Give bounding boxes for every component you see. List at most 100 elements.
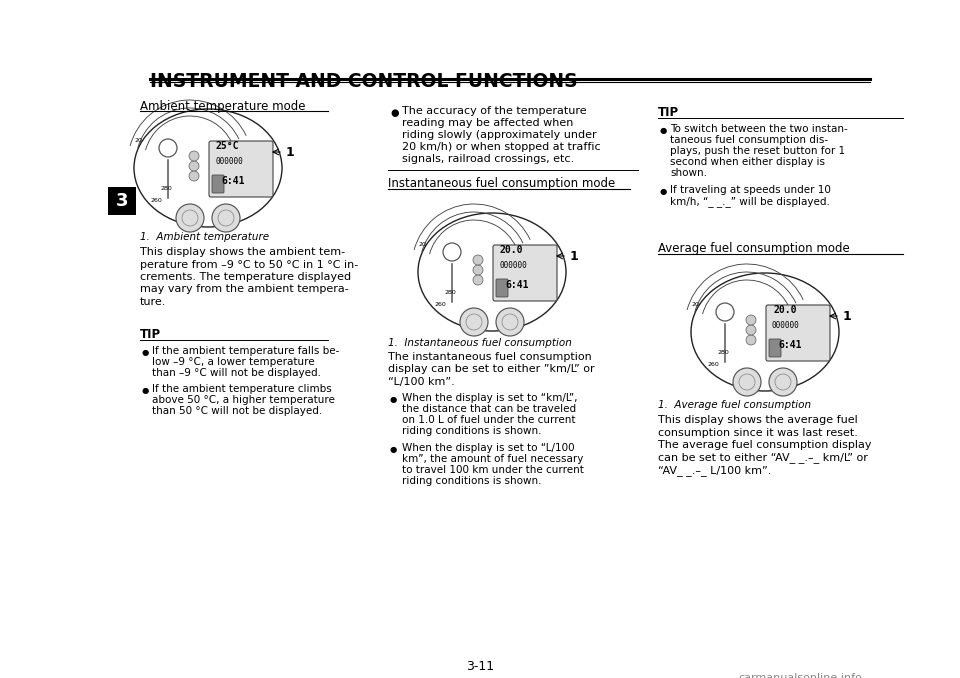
FancyBboxPatch shape — [108, 187, 136, 215]
Text: The instantaneous fuel consumption: The instantaneous fuel consumption — [388, 352, 591, 362]
Text: plays, push the reset button for 1: plays, push the reset button for 1 — [670, 146, 845, 156]
FancyBboxPatch shape — [766, 305, 830, 361]
Text: 000000: 000000 — [215, 157, 243, 166]
Text: 3: 3 — [116, 192, 129, 210]
Text: km/h, “_ _._” will be displayed.: km/h, “_ _._” will be displayed. — [670, 196, 829, 207]
Text: 3-11: 3-11 — [466, 660, 494, 673]
Text: 280: 280 — [717, 350, 729, 355]
Text: shown.: shown. — [670, 168, 707, 178]
Text: 1: 1 — [286, 146, 295, 159]
Text: Instantaneous fuel consumption mode: Instantaneous fuel consumption mode — [388, 177, 615, 190]
Text: INSTRUMENT AND CONTROL FUNCTIONS: INSTRUMENT AND CONTROL FUNCTIONS — [150, 72, 578, 91]
Text: the distance that can be traveled: the distance that can be traveled — [402, 404, 576, 414]
Text: 280: 280 — [160, 186, 172, 191]
Text: 260: 260 — [150, 198, 162, 203]
Text: reading may be affected when: reading may be affected when — [402, 118, 573, 128]
Text: The accuracy of the temperature: The accuracy of the temperature — [402, 106, 587, 116]
Text: The average fuel consumption display: The average fuel consumption display — [658, 440, 872, 450]
Text: ●: ● — [660, 126, 667, 135]
Circle shape — [473, 265, 483, 275]
Text: 1.  Ambient temperature: 1. Ambient temperature — [140, 232, 269, 242]
Circle shape — [189, 151, 199, 161]
Text: 1.  Average fuel consumption: 1. Average fuel consumption — [658, 400, 811, 410]
Text: 20: 20 — [418, 242, 426, 247]
Text: than 50 °C will not be displayed.: than 50 °C will not be displayed. — [152, 406, 323, 416]
Text: 1.  Instantaneous fuel consumption: 1. Instantaneous fuel consumption — [388, 338, 572, 348]
Circle shape — [746, 325, 756, 335]
Text: 20: 20 — [691, 302, 699, 307]
Text: If the ambient temperature falls be-: If the ambient temperature falls be- — [152, 346, 340, 356]
Text: 25°C: 25°C — [216, 141, 239, 151]
Circle shape — [746, 335, 756, 345]
Text: signals, railroad crossings, etc.: signals, railroad crossings, etc. — [402, 154, 574, 164]
Text: perature from –9 °C to 50 °C in 1 °C in-: perature from –9 °C to 50 °C in 1 °C in- — [140, 260, 358, 269]
Text: carmanualsonline.info: carmanualsonline.info — [738, 673, 862, 678]
Circle shape — [496, 308, 524, 336]
Text: If the ambient temperature climbs: If the ambient temperature climbs — [152, 384, 332, 394]
Text: “L/100 km”.: “L/100 km”. — [388, 377, 455, 387]
Text: 6:41: 6:41 — [778, 340, 802, 350]
Text: 1: 1 — [570, 250, 579, 262]
Text: to travel 100 km under the current: to travel 100 km under the current — [402, 465, 584, 475]
Text: TIP: TIP — [658, 106, 679, 119]
Text: 260: 260 — [708, 362, 719, 367]
Circle shape — [473, 275, 483, 285]
Circle shape — [460, 308, 488, 336]
Text: riding conditions is shown.: riding conditions is shown. — [402, 426, 541, 436]
Text: riding conditions is shown.: riding conditions is shown. — [402, 476, 541, 486]
Text: low –9 °C, a lower temperature: low –9 °C, a lower temperature — [152, 357, 315, 367]
Text: 260: 260 — [434, 302, 445, 307]
Text: display can be set to either ”km/L” or: display can be set to either ”km/L” or — [388, 365, 594, 374]
Circle shape — [473, 255, 483, 265]
Text: 20 km/h) or when stopped at traffic: 20 km/h) or when stopped at traffic — [402, 142, 601, 152]
Text: on 1.0 L of fuel under the current: on 1.0 L of fuel under the current — [402, 415, 575, 425]
Text: ●: ● — [142, 348, 149, 357]
Text: consumption since it was last reset.: consumption since it was last reset. — [658, 428, 858, 437]
FancyBboxPatch shape — [212, 175, 224, 193]
Text: taneous fuel consumption dis-: taneous fuel consumption dis- — [670, 135, 828, 145]
FancyBboxPatch shape — [493, 245, 557, 301]
Circle shape — [443, 243, 461, 261]
Text: This display shows the average fuel: This display shows the average fuel — [658, 415, 857, 425]
Text: ●: ● — [390, 108, 398, 118]
Text: ●: ● — [660, 187, 667, 196]
Text: may vary from the ambient tempera-: may vary from the ambient tempera- — [140, 285, 348, 294]
Text: Average fuel consumption mode: Average fuel consumption mode — [658, 242, 850, 255]
Circle shape — [769, 368, 797, 396]
Text: can be set to either “AV_ _.–_ km/L” or: can be set to either “AV_ _.–_ km/L” or — [658, 452, 868, 463]
Circle shape — [716, 303, 734, 321]
Text: When the display is set to “km/L”,: When the display is set to “km/L”, — [402, 393, 578, 403]
Text: ●: ● — [390, 395, 397, 404]
Text: When the display is set to “L/100: When the display is set to “L/100 — [402, 443, 575, 453]
Text: ●: ● — [390, 445, 397, 454]
Text: If traveling at speeds under 10: If traveling at speeds under 10 — [670, 185, 830, 195]
Text: 20: 20 — [134, 138, 142, 143]
FancyBboxPatch shape — [496, 279, 508, 297]
Text: 000000: 000000 — [772, 321, 800, 330]
Text: “AV_ _.–_ L/100 km”.: “AV_ _.–_ L/100 km”. — [658, 465, 772, 476]
Circle shape — [212, 204, 240, 232]
FancyBboxPatch shape — [769, 339, 781, 357]
Text: To switch between the two instan-: To switch between the two instan- — [670, 124, 848, 134]
Circle shape — [746, 315, 756, 325]
Circle shape — [189, 171, 199, 181]
Circle shape — [189, 161, 199, 171]
Text: 280: 280 — [444, 290, 456, 295]
Text: second when either display is: second when either display is — [670, 157, 825, 167]
Text: crements. The temperature displayed: crements. The temperature displayed — [140, 272, 351, 282]
Text: 20.0: 20.0 — [500, 245, 523, 255]
Text: 1: 1 — [843, 309, 852, 323]
Text: This display shows the ambient tem-: This display shows the ambient tem- — [140, 247, 346, 257]
Text: riding slowly (approximately under: riding slowly (approximately under — [402, 130, 596, 140]
Text: Ambient temperature mode: Ambient temperature mode — [140, 100, 305, 113]
Text: TIP: TIP — [140, 328, 161, 341]
Text: above 50 °C, a higher temperature: above 50 °C, a higher temperature — [152, 395, 335, 405]
Text: ●: ● — [142, 386, 149, 395]
Text: ture.: ture. — [140, 297, 166, 307]
Circle shape — [176, 204, 204, 232]
FancyBboxPatch shape — [209, 141, 273, 197]
Text: than –9 °C will not be displayed.: than –9 °C will not be displayed. — [152, 368, 321, 378]
Text: 6:41: 6:41 — [221, 176, 245, 186]
Text: 20.0: 20.0 — [773, 305, 797, 315]
Text: km”, the amount of fuel necessary: km”, the amount of fuel necessary — [402, 454, 584, 464]
